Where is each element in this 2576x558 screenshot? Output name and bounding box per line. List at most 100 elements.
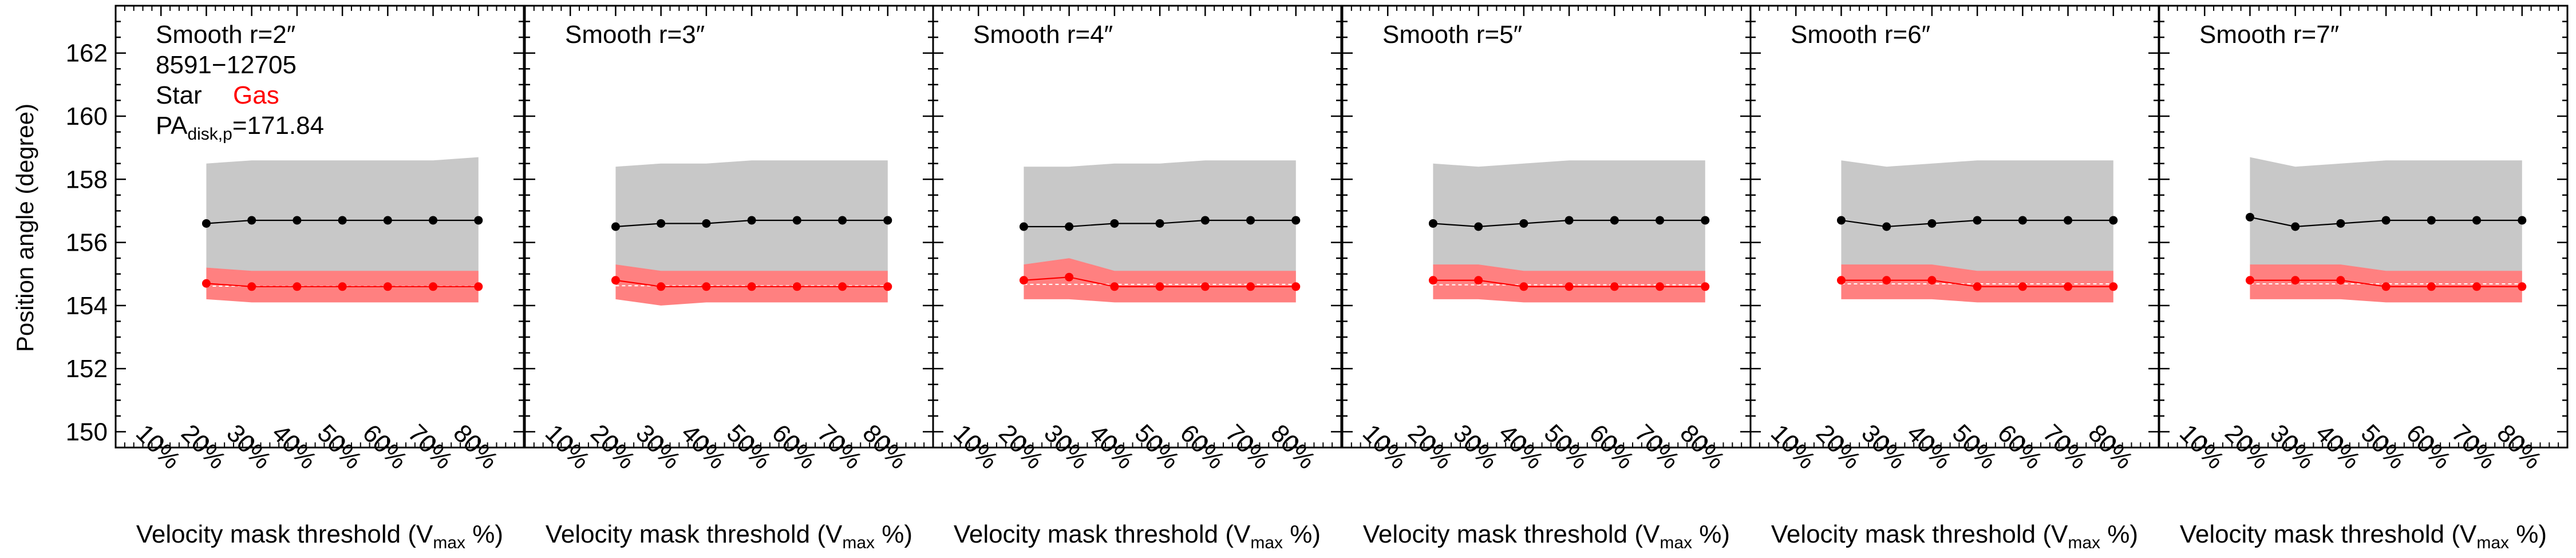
y-tick-label: 156 bbox=[66, 229, 108, 257]
star-data-point bbox=[2018, 216, 2027, 225]
x-axis-label: Velocity mask threshold (Vmax %) bbox=[546, 520, 912, 552]
star-data-point bbox=[792, 216, 801, 225]
star-data-point bbox=[883, 216, 892, 225]
star-data-point bbox=[2109, 216, 2118, 225]
y-tick-label: 150 bbox=[66, 418, 108, 446]
gas-data-point bbox=[1291, 282, 1301, 291]
x-tick-label: 30% bbox=[1856, 419, 1911, 474]
gas-data-point bbox=[2381, 282, 2391, 291]
gas-data-point bbox=[2109, 282, 2118, 291]
gas-data-point bbox=[1155, 282, 1164, 291]
gas-data-point bbox=[2472, 282, 2482, 291]
gas-data-point bbox=[792, 282, 801, 291]
x-tick-label: 70% bbox=[2446, 419, 2502, 474]
gas-data-point bbox=[657, 282, 666, 291]
pa-annotation: PAdisk,p=171.84 bbox=[156, 112, 324, 144]
x-tick-label: 60% bbox=[1584, 419, 1639, 474]
star-data-point bbox=[1882, 222, 1891, 231]
y-tick-label: 162 bbox=[66, 39, 108, 68]
chart-panel-1: 150 152 154 156 158 160 162 10%20%30%40%50%60%7… bbox=[66, 5, 525, 552]
star-data-point bbox=[474, 216, 483, 225]
gas-data-point bbox=[383, 282, 392, 291]
x-tick-label: 20% bbox=[993, 419, 1049, 474]
star-data-point bbox=[2427, 216, 2436, 225]
x-tick-label: 80% bbox=[2083, 419, 2138, 474]
gas-data-point bbox=[1428, 276, 1437, 285]
x-tick-label: 10% bbox=[1765, 419, 1821, 474]
x-tick-label: 60% bbox=[1992, 419, 2048, 474]
star-data-point bbox=[338, 216, 347, 225]
x-tick-label: 80% bbox=[448, 419, 503, 474]
gas-data-point bbox=[2518, 282, 2527, 291]
star-data-point bbox=[702, 219, 711, 228]
gas-data-point bbox=[1200, 282, 1210, 291]
x-tick-label: 10% bbox=[1357, 419, 1413, 474]
x-axis-label: Velocity mask threshold (Vmax %) bbox=[136, 520, 503, 552]
panel-title: Smooth r=2″ bbox=[156, 21, 295, 49]
y-tick-label: 154 bbox=[66, 292, 108, 320]
x-tick-label: 20% bbox=[176, 419, 231, 474]
star-data-point bbox=[1836, 216, 1846, 225]
star-data-point bbox=[2291, 222, 2300, 231]
chart-panel-5: 10%20%30%40%50%60%70%80% Smooth r=6″ Veloc… bbox=[1749, 5, 2160, 552]
x-tick-label: 10% bbox=[131, 419, 186, 474]
x-tick-label: 20% bbox=[1402, 419, 1458, 474]
star-data-point bbox=[1973, 216, 1982, 225]
panel-title: Smooth r=7″ bbox=[2199, 21, 2339, 49]
x-tick-label: 70% bbox=[812, 419, 867, 474]
star-data-point bbox=[1291, 216, 1301, 225]
star-data-point bbox=[1246, 216, 1255, 225]
gas-data-point bbox=[1474, 276, 1483, 285]
x-tick-label: 70% bbox=[1220, 419, 1275, 474]
star-data-point bbox=[2518, 216, 2527, 225]
star-data-point bbox=[1110, 219, 1119, 228]
gas-data-point bbox=[338, 282, 347, 291]
star-data-point bbox=[2336, 219, 2345, 228]
star-data-point bbox=[611, 222, 620, 231]
x-tick-label: 20% bbox=[2219, 419, 2275, 474]
y-axis-label: Position angle (degree) bbox=[11, 104, 38, 352]
gas-data-point bbox=[611, 276, 620, 285]
gas-data-point bbox=[883, 282, 892, 291]
x-tick-label: 50% bbox=[1947, 419, 2002, 474]
y-tick-label: 158 bbox=[66, 165, 108, 193]
star-data-point bbox=[1065, 222, 1074, 231]
gas-data-point bbox=[202, 279, 211, 288]
star-data-point bbox=[202, 219, 211, 228]
gas-data-point bbox=[2018, 282, 2027, 291]
star-data-point bbox=[1610, 216, 1619, 225]
gas-data-point bbox=[747, 282, 756, 291]
y-tick-label: 152 bbox=[66, 355, 108, 383]
x-tick-label: 40% bbox=[2310, 419, 2366, 474]
x-tick-label: 10% bbox=[540, 419, 595, 474]
x-tick-label: 10% bbox=[2174, 419, 2230, 474]
star-data-point bbox=[1564, 216, 1574, 225]
star-data-point bbox=[657, 219, 666, 228]
x-tick-label: 80% bbox=[1674, 419, 1730, 474]
gas-data-point bbox=[2291, 276, 2300, 285]
gas-data-point bbox=[1882, 276, 1891, 285]
x-tick-label: 60% bbox=[767, 419, 822, 474]
star-data-point bbox=[2472, 216, 2482, 225]
star-data-point bbox=[2381, 216, 2391, 225]
gas-data-point bbox=[2427, 282, 2436, 291]
x-tick-label: 60% bbox=[2401, 419, 2456, 474]
x-axis-label: Velocity mask threshold (Vmax %) bbox=[1771, 520, 2138, 552]
gas-data-point bbox=[702, 282, 711, 291]
gas-data-point bbox=[247, 282, 256, 291]
chart-panel-6: 10%20%30%40%50%60%70%80% Smooth r=7″ Veloc… bbox=[2158, 5, 2569, 552]
gas-data-point bbox=[1701, 282, 1710, 291]
x-tick-label: 50% bbox=[2356, 419, 2411, 474]
star-data-point bbox=[1474, 222, 1483, 231]
x-tick-label: 40% bbox=[267, 419, 322, 474]
star-data-point bbox=[1428, 219, 1437, 228]
gas-data-point bbox=[2245, 276, 2254, 285]
gas-data-point bbox=[1836, 276, 1846, 285]
panel-title: Smooth r=6″ bbox=[1791, 21, 1930, 49]
x-tick-label: 60% bbox=[357, 419, 413, 474]
x-tick-label: 10% bbox=[948, 419, 1003, 474]
gas-data-point bbox=[2336, 276, 2345, 285]
galaxy-id-label: 8591−12705 bbox=[156, 51, 297, 79]
x-tick-label: 70% bbox=[1629, 419, 1685, 474]
star-data-point bbox=[1656, 216, 1665, 225]
